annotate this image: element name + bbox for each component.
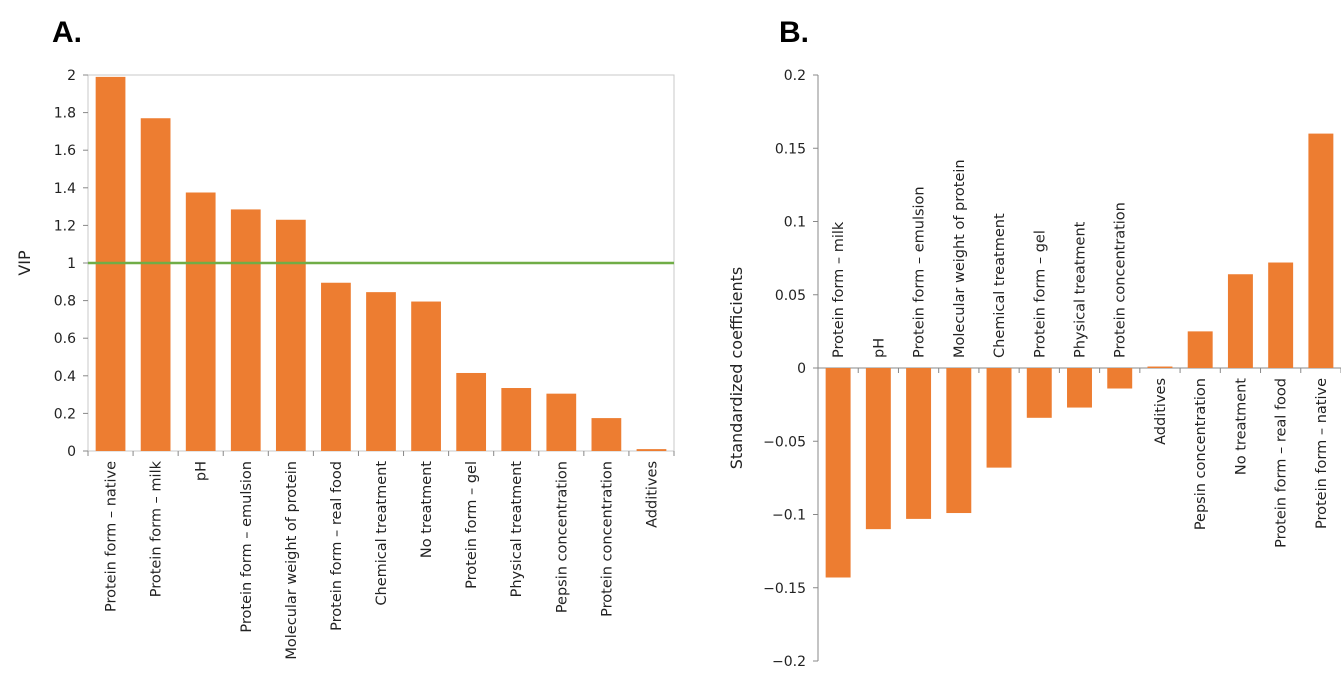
bar — [1026, 368, 1052, 418]
category-label: Molecular weight of protein — [284, 461, 300, 660]
y-tick-label: −0.15 — [763, 581, 806, 597]
panel-b: B. −0.2 −0.15 −0.1 −0.05 0 0.05 0.1 0.15 0.2 Stand… — [727, 16, 1341, 670]
y-tick-label: 1.6 — [54, 143, 76, 159]
panel-b-label: B. — [779, 16, 809, 49]
bar — [366, 292, 396, 451]
y-tick-label: 0.15 — [775, 141, 806, 157]
bar — [140, 118, 171, 452]
bar — [546, 393, 577, 451]
bar — [321, 282, 351, 451]
category-label: Chemical treatment — [992, 213, 1008, 358]
y-axis-title: VIP — [15, 250, 34, 276]
y-tick-label: −0.1 — [772, 508, 806, 524]
category-label: Physical treatment — [509, 461, 525, 598]
category-label: Protein concentration — [1113, 202, 1129, 358]
y-tick-label: 1.8 — [54, 106, 76, 122]
bar — [411, 301, 441, 451]
category-label: Protein concentration — [599, 461, 615, 617]
y-tick-label: 0.2 — [784, 68, 806, 84]
category-label: pH — [871, 338, 887, 358]
bar — [825, 368, 851, 578]
category-label: Protein form – native — [1314, 378, 1330, 529]
bar — [1268, 262, 1294, 368]
bar — [275, 219, 306, 451]
bar — [185, 192, 216, 451]
category-label: Physical treatment — [1073, 221, 1089, 358]
y-tick-label: −0.05 — [763, 434, 806, 450]
category-label: No treatment — [419, 461, 435, 558]
bar — [1147, 366, 1173, 368]
category-label: No treatment — [1233, 378, 1249, 475]
category-label: Protein form – real food — [329, 461, 345, 631]
category-label: Chemical treatment — [374, 461, 390, 606]
panel-a: A. 0 0.2 0.4 0.6 0.8 1 1.2 1.4 1.6 1.8 2 VIP Protein … — [15, 16, 675, 660]
category-label: Protein form – gel — [1032, 230, 1048, 358]
bar — [1107, 368, 1133, 389]
y-tick-label: 0.4 — [54, 369, 76, 385]
category-label: Protein form – gel — [464, 461, 480, 589]
panel-a-label: A. — [52, 16, 82, 49]
bar — [501, 388, 532, 451]
bar — [946, 368, 972, 514]
bar — [1308, 133, 1334, 368]
bar — [906, 368, 932, 519]
bar — [986, 368, 1012, 468]
category-label: Protein form – real food — [1274, 378, 1290, 548]
category-label: Pepsin concentration — [554, 461, 570, 613]
bar — [1187, 331, 1213, 368]
bar — [1067, 368, 1092, 408]
category-label: Protein form – native — [104, 461, 120, 612]
category-label: Pepsin concentration — [1193, 378, 1209, 530]
category-label: Additives — [644, 461, 660, 528]
bar — [1227, 274, 1253, 368]
bar — [591, 418, 622, 451]
bar — [865, 368, 891, 530]
y-tick-label: 0.8 — [54, 294, 76, 310]
bar — [636, 449, 667, 451]
y-tick-label: 2 — [67, 68, 76, 84]
category-label: Molecular weight of protein — [952, 159, 968, 358]
category-label: Protein form – emulsion — [912, 186, 928, 358]
bar — [230, 209, 261, 451]
category-label: Protein form – milk — [149, 460, 165, 597]
y-tick-label: 0.2 — [54, 406, 76, 422]
y-tick-label: 0.1 — [784, 215, 806, 231]
y-tick-label: −0.2 — [772, 654, 806, 670]
category-label: Protein form – milk — [831, 221, 847, 358]
category-label: Protein form – emulsion — [239, 461, 255, 633]
y-axis-title: Standardized coefficients — [727, 267, 746, 469]
y-tick-label: 1.4 — [54, 181, 76, 197]
bar — [456, 372, 487, 451]
category-label: pH — [194, 461, 210, 481]
y-tick-label: 1.2 — [54, 218, 76, 234]
y-tick-label: 0 — [67, 444, 76, 460]
y-tick-label: 0.6 — [54, 331, 76, 347]
y-tick-label: 1 — [67, 256, 76, 272]
category-label: Additives — [1153, 378, 1169, 445]
y-tick-label: 0.05 — [775, 288, 806, 304]
y-tick-label: 0 — [797, 361, 806, 377]
